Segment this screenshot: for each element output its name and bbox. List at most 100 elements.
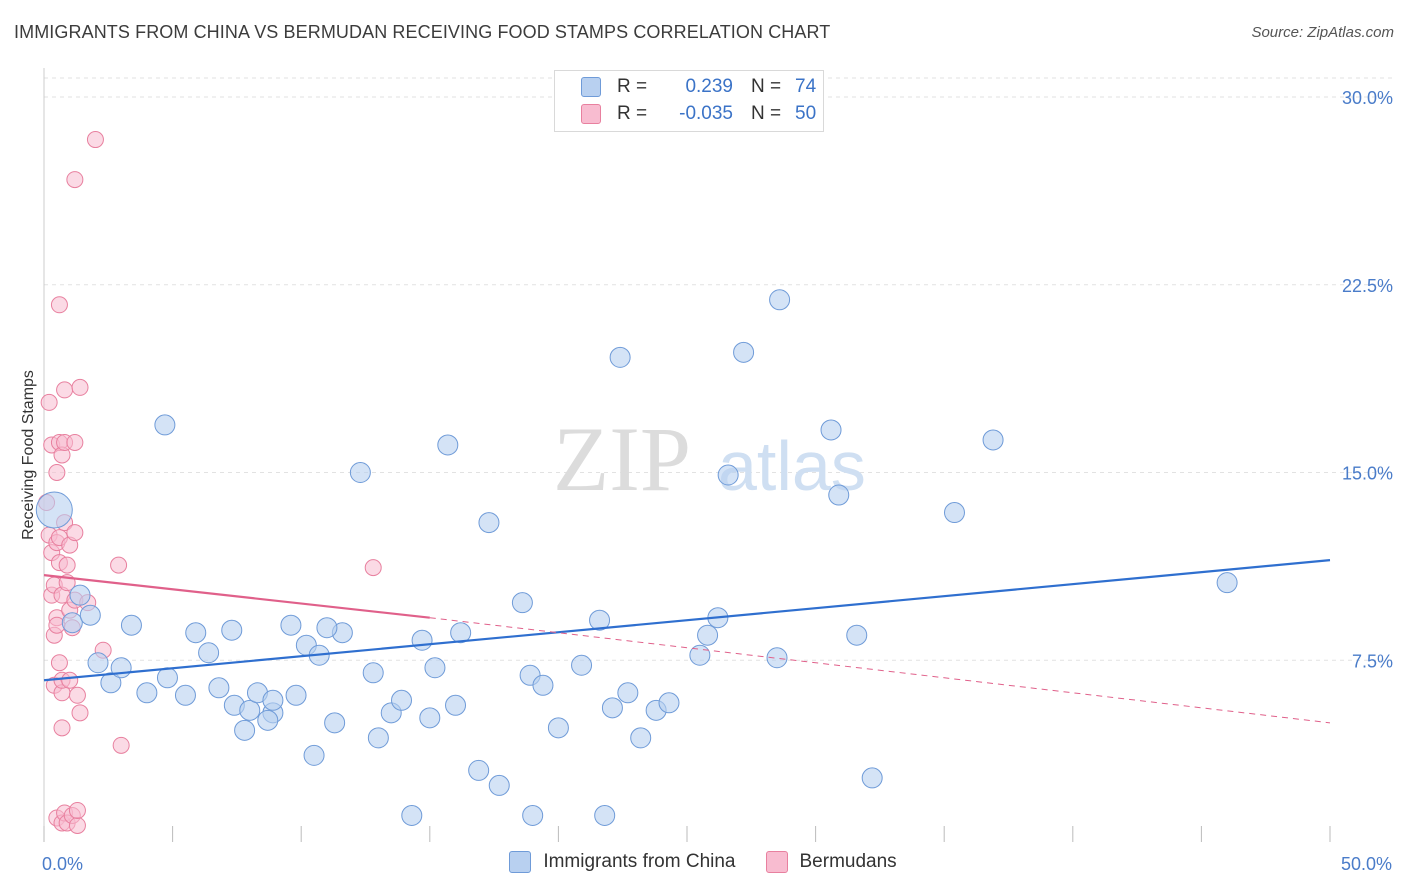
china-point [769,289,791,311]
bermudan-point [110,556,128,574]
china-point [285,684,307,706]
china-legend-label: Immigrants from China [543,851,736,872]
china-point [156,667,178,689]
china-point [349,462,371,483]
bermudan-point [56,381,74,399]
china-point [1216,572,1238,594]
china-point [87,652,109,674]
china-point [589,609,611,631]
bermudan-point [68,816,86,834]
legend-r-value: 0.239 [685,76,733,97]
x-tick-label-max: 50.0% [1341,854,1392,874]
china-point [136,682,158,704]
legend-n-value: 50 [795,103,817,124]
china-point [861,767,883,789]
bermudan-trend-extension [429,617,1331,724]
bermudan-point [112,736,130,754]
legend-n-label: N = [751,103,782,124]
bermudan-point [50,296,68,314]
legend-r-label: R = [617,103,648,124]
china-point [100,672,122,694]
bermudan-point [71,378,89,396]
china-point [468,759,490,781]
watermark-zip: ZIP [553,408,691,510]
china-point [437,434,459,456]
china-point [280,614,302,636]
bermudan-legend-label: Bermudans [799,851,897,872]
bermudan-point [71,704,89,722]
china-point [401,804,423,826]
bermudan-point [68,801,86,819]
china-point [391,689,413,711]
china-point [424,657,446,679]
china-point [316,617,338,639]
china-point [766,647,788,669]
china-point [362,662,384,684]
china-point [234,719,256,741]
legend-row-china: R = 0.239 N = 74 [581,75,816,99]
bermudan-point [66,171,84,189]
bermudan-point [66,433,84,451]
bermudan-point [61,671,79,689]
china-point [733,341,755,363]
china-point [609,346,631,368]
china-point [419,707,441,729]
y-tick-label: 22.5% [1342,276,1393,296]
source-credit: Source: ZipAtlas.com [1251,24,1394,41]
china-point [488,774,510,796]
legend-n-value: 74 [795,76,817,97]
bermudan-legend-swatch [765,851,788,873]
china-point [717,464,739,486]
bermudan-point [68,686,86,704]
china-point [478,512,500,534]
china-point [35,491,73,529]
china-point [239,699,261,721]
china-point [617,682,639,704]
china-legend-swatch [509,851,532,873]
china-points [35,289,1238,826]
china-point [982,429,1004,451]
bermudan-point [364,559,382,577]
bermudan-point [66,524,84,542]
china-point [522,804,544,826]
china-point [846,624,868,646]
china-swatch [581,77,601,97]
china-point [943,502,965,524]
china-point [820,419,842,441]
y-tick-label: 7.5% [1352,651,1393,671]
legend-r-value: -0.035 [679,103,733,124]
legend-item-china: Immigrants from China [509,851,736,873]
china-trend-line [43,559,1331,682]
china-point [198,642,220,664]
legend-n-label: N = [751,76,782,97]
bermudan-point [50,654,68,672]
china-point [61,612,83,634]
china-point [262,689,284,711]
trend-lines [43,559,1331,724]
bermudan-swatch [581,104,601,124]
bermudan-point [48,464,66,481]
watermark: ZIP atlas [553,408,866,510]
china-point [594,804,616,826]
china-point [411,629,433,651]
china-point [828,484,850,506]
china-point [324,712,346,734]
china-point [69,584,91,606]
chart-title: IMMIGRANTS FROM CHINA VS BERMUDAN RECEIV… [14,22,831,42]
china-point [532,674,554,696]
x-tick-label-min: 0.0% [42,854,83,874]
correlation-legend: R = 0.239 N = 74 R = -0.035 N = 50 [554,70,824,132]
legend-item-bermudan: Bermudans [765,851,897,873]
china-point [630,727,652,749]
legend-row-bermudan: R = -0.035 N = 50 [581,102,816,126]
y-axis-label: Receiving Food Stamps [20,370,37,540]
china-point [79,604,101,626]
bermudan-point [53,719,71,737]
bermudan-point [86,131,104,149]
china-point [511,592,533,614]
china-point [221,619,243,641]
bermudan-point [58,556,76,574]
china-point [303,744,325,766]
axes [43,68,1331,842]
